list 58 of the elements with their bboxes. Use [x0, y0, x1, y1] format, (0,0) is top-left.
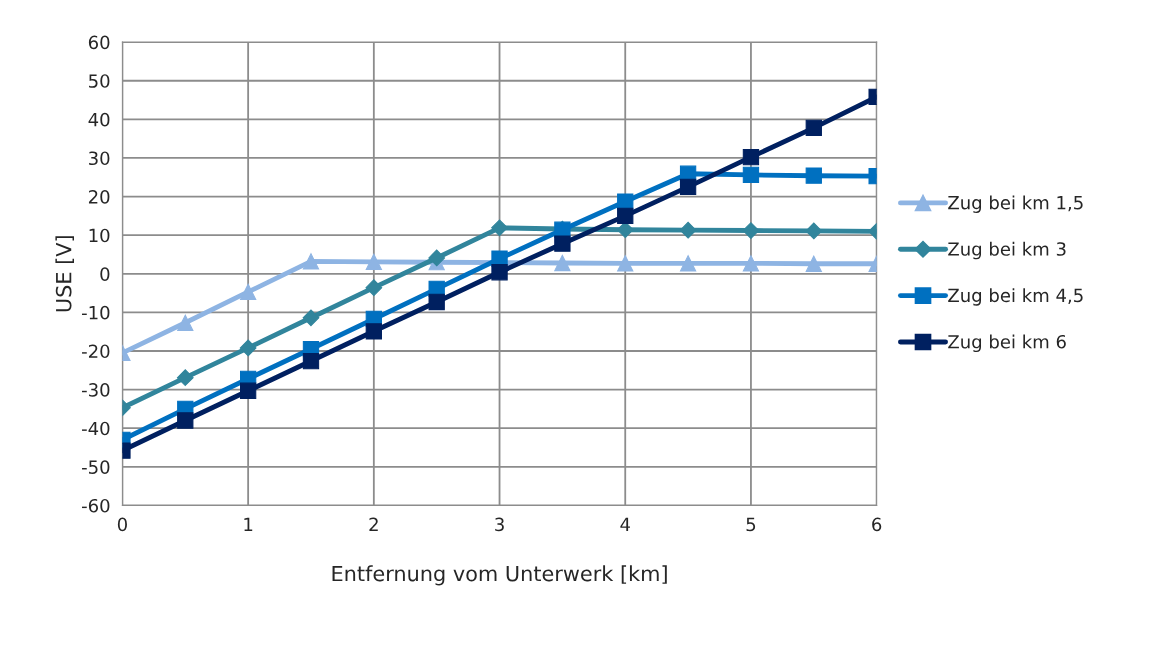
- point: [491, 219, 508, 237]
- point: [617, 255, 634, 272]
- point: [742, 149, 760, 166]
- y-tick-label: -60: [82, 498, 110, 513]
- point: [365, 279, 383, 297]
- point: [302, 253, 320, 270]
- y-tick-label: -10: [82, 305, 110, 320]
- x-axis-title: Entfernung vom Unterwerk [km]: [332, 565, 667, 586]
- y-tick-label: 10: [89, 228, 110, 243]
- point: [679, 255, 697, 272]
- point: [679, 221, 697, 239]
- point: [617, 193, 634, 210]
- point: [239, 382, 257, 399]
- legend-label: Zug bei km 1,5: [948, 195, 1083, 213]
- point: [742, 166, 760, 184]
- x-tick-label: 5: [746, 517, 756, 532]
- point: [176, 369, 194, 387]
- y-tick-label: 30: [89, 151, 110, 166]
- x-tick-label: 4: [620, 517, 630, 531]
- point: [805, 222, 823, 240]
- y-tick-label: 50: [89, 74, 110, 88]
- point: [554, 235, 571, 252]
- point: [742, 255, 760, 272]
- y-tick-label: -20: [82, 344, 110, 359]
- y-tick-label: -40: [82, 421, 110, 436]
- point: [491, 264, 508, 281]
- y-tick-label: -50: [82, 460, 110, 474]
- y-tick-label: 0: [100, 267, 110, 281]
- legend-label: Zug bei km 6: [948, 334, 1066, 353]
- legend-label: Zug bei km 3: [948, 241, 1066, 260]
- legend-label: Zug bei km 4,5: [948, 288, 1083, 306]
- x-tick-label: 6: [872, 517, 882, 532]
- x-tick-label: 1: [244, 517, 253, 531]
- point: [554, 254, 571, 272]
- point: [805, 255, 822, 272]
- point: [679, 178, 697, 196]
- point: [428, 293, 445, 311]
- y-axis-title: USE [V]: [55, 236, 74, 312]
- point: [365, 253, 382, 270]
- x-tick-label: 0: [117, 517, 127, 532]
- x-tick-label: 2: [369, 517, 378, 531]
- point: [617, 207, 634, 225]
- point: [239, 339, 257, 357]
- y-tick-label: -30: [82, 383, 110, 397]
- y-tick-label: 60: [88, 35, 110, 50]
- point: [302, 352, 320, 370]
- point: [805, 119, 822, 136]
- y-tick-label: 40: [88, 112, 110, 127]
- point: [177, 314, 194, 331]
- point: [428, 249, 446, 267]
- point: [177, 412, 194, 429]
- y-tick-label: 20: [88, 190, 110, 204]
- point: [302, 309, 320, 327]
- point: [239, 283, 257, 301]
- x-tick-label: 3: [495, 517, 504, 532]
- point: [742, 222, 760, 239]
- point: [805, 167, 822, 184]
- point: [365, 323, 382, 340]
